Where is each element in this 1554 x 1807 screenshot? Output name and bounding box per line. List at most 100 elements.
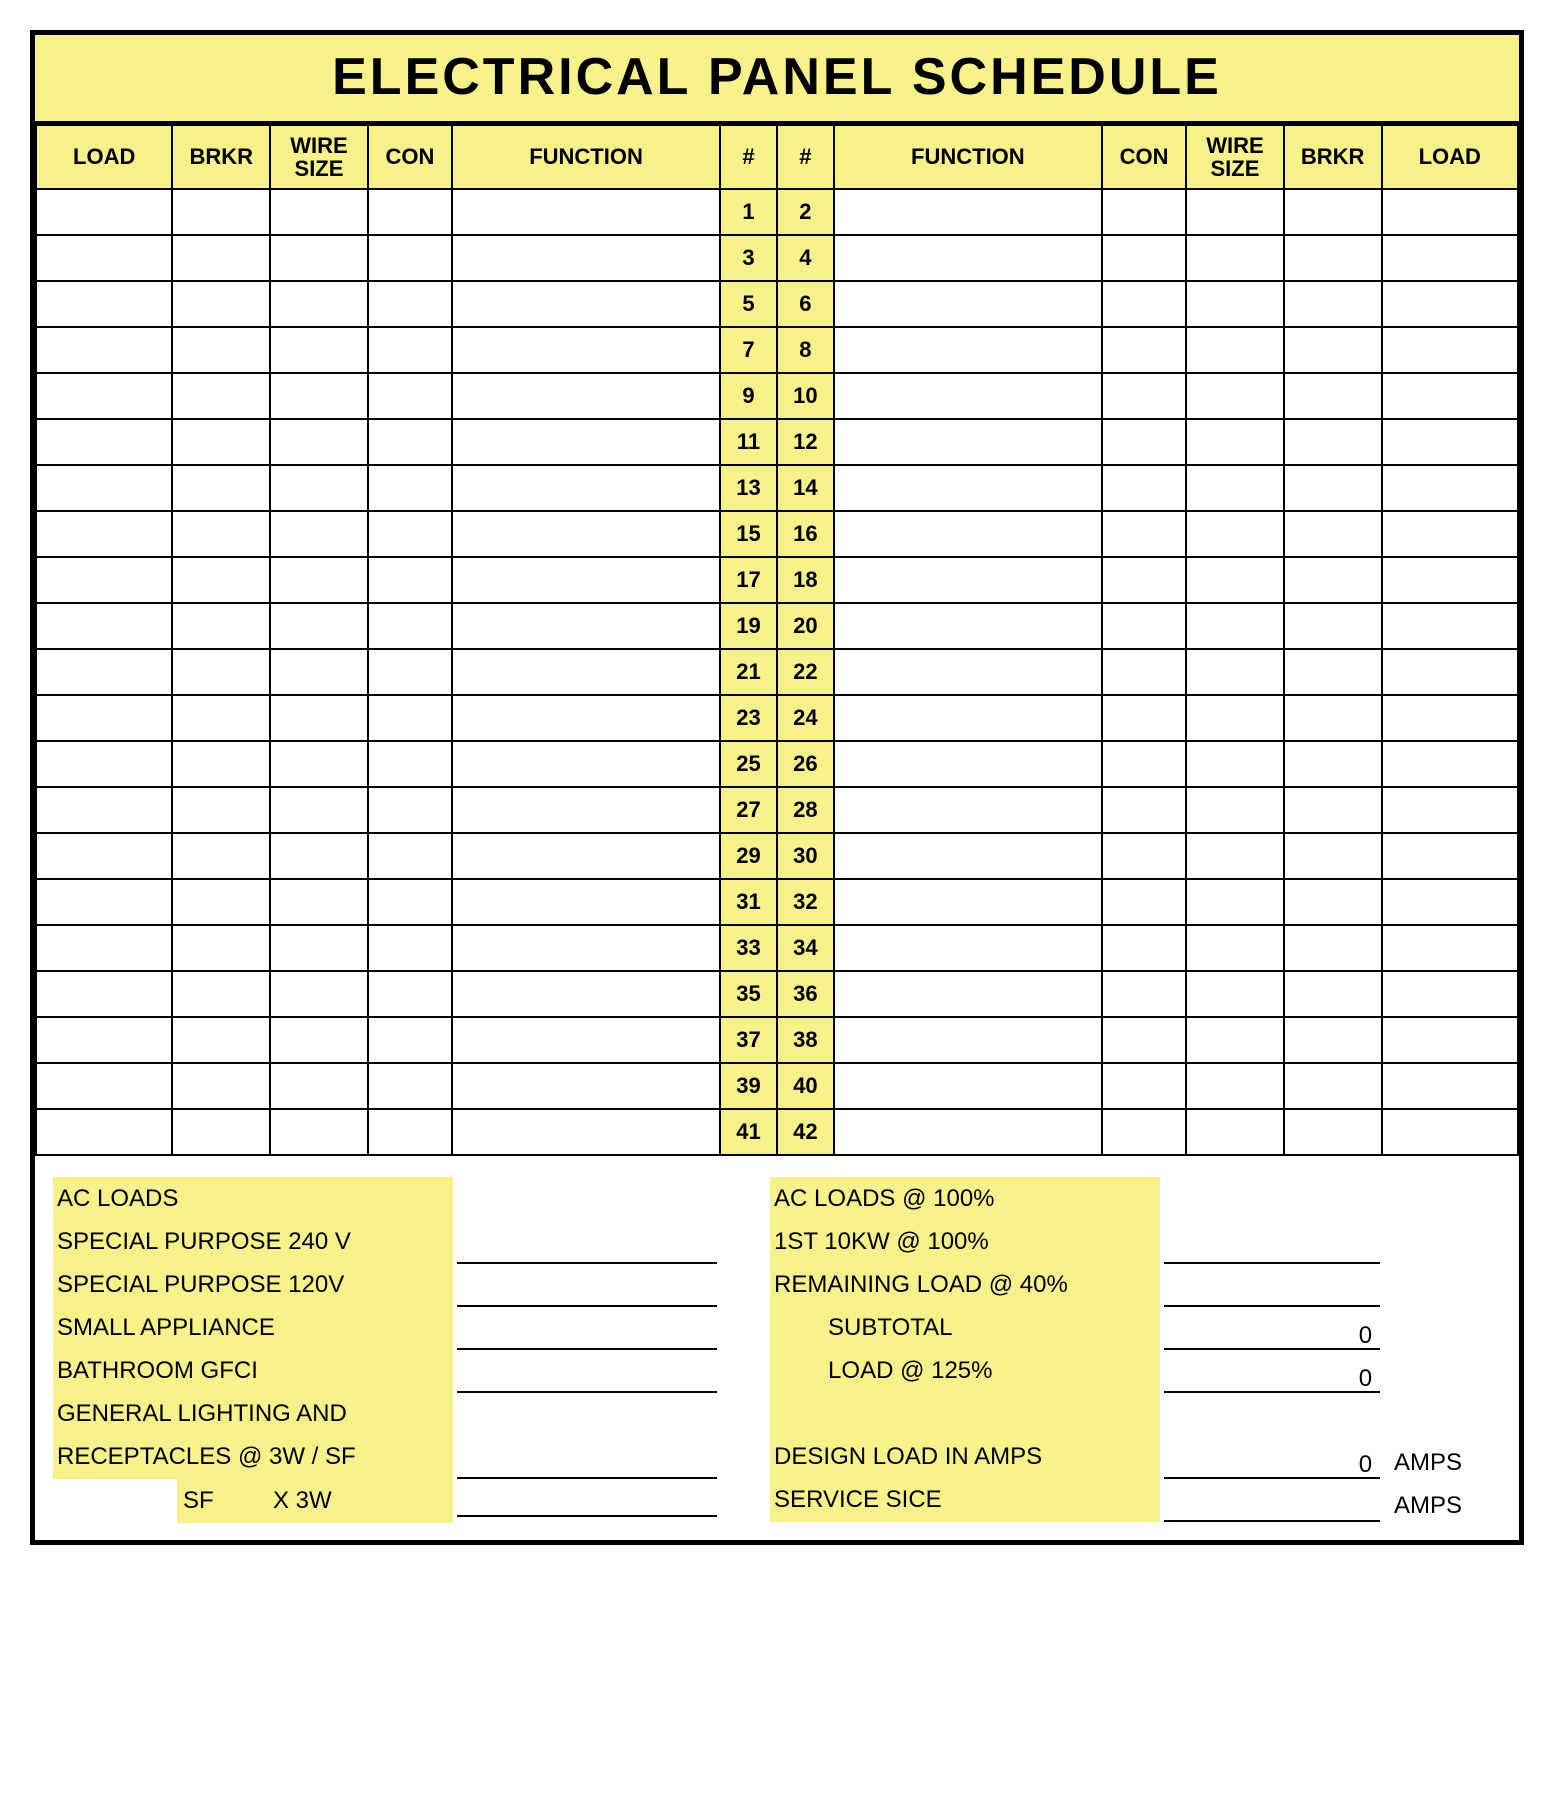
- table-cell[interactable]: [1186, 189, 1284, 235]
- table-cell[interactable]: [1102, 327, 1186, 373]
- table-cell[interactable]: [834, 741, 1102, 787]
- table-cell[interactable]: [452, 603, 720, 649]
- table-cell[interactable]: [270, 511, 368, 557]
- table-cell[interactable]: [452, 833, 720, 879]
- table-cell[interactable]: [172, 1109, 270, 1155]
- table-cell[interactable]: [172, 603, 270, 649]
- table-cell[interactable]: [368, 741, 452, 787]
- table-cell[interactable]: [172, 1063, 270, 1109]
- table-cell[interactable]: [270, 1017, 368, 1063]
- table-cell[interactable]: [368, 649, 452, 695]
- table-cell[interactable]: [368, 695, 452, 741]
- table-cell[interactable]: [36, 971, 172, 1017]
- table-cell[interactable]: [270, 879, 368, 925]
- table-cell[interactable]: [1382, 1109, 1518, 1155]
- table-cell[interactable]: [1284, 419, 1382, 465]
- table-cell[interactable]: [270, 419, 368, 465]
- line-service-size[interactable]: [1164, 1490, 1380, 1522]
- line-first10[interactable]: [1164, 1232, 1380, 1264]
- table-cell[interactable]: [1382, 833, 1518, 879]
- table-cell[interactable]: [1186, 465, 1284, 511]
- table-cell[interactable]: [1102, 741, 1186, 787]
- table-cell[interactable]: [36, 373, 172, 419]
- table-cell[interactable]: [452, 557, 720, 603]
- table-cell[interactable]: [1186, 1109, 1284, 1155]
- table-cell[interactable]: [270, 649, 368, 695]
- table-cell[interactable]: [368, 925, 452, 971]
- table-cell[interactable]: [368, 787, 452, 833]
- table-cell[interactable]: [834, 879, 1102, 925]
- table-cell[interactable]: [36, 557, 172, 603]
- table-cell[interactable]: [36, 235, 172, 281]
- table-cell[interactable]: [270, 695, 368, 741]
- table-cell[interactable]: [1186, 603, 1284, 649]
- table-cell[interactable]: [270, 281, 368, 327]
- table-cell[interactable]: [834, 1063, 1102, 1109]
- table-cell[interactable]: [1102, 695, 1186, 741]
- table-cell[interactable]: [270, 833, 368, 879]
- table-cell[interactable]: [1382, 235, 1518, 281]
- sf-blank[interactable]: [53, 1483, 177, 1519]
- table-cell[interactable]: [1284, 235, 1382, 281]
- table-cell[interactable]: [270, 327, 368, 373]
- table-cell[interactable]: [172, 649, 270, 695]
- table-cell[interactable]: [1284, 557, 1382, 603]
- table-cell[interactable]: [1284, 511, 1382, 557]
- table-cell[interactable]: [1102, 419, 1186, 465]
- table-cell[interactable]: [452, 189, 720, 235]
- table-cell[interactable]: [1382, 879, 1518, 925]
- table-cell[interactable]: [368, 419, 452, 465]
- table-cell[interactable]: [270, 971, 368, 1017]
- table-cell[interactable]: [270, 1109, 368, 1155]
- table-cell[interactable]: [1186, 879, 1284, 925]
- table-cell[interactable]: [1102, 925, 1186, 971]
- table-cell[interactable]: [452, 971, 720, 1017]
- table-cell[interactable]: [1186, 281, 1284, 327]
- table-cell[interactable]: [270, 235, 368, 281]
- table-cell[interactable]: [1186, 557, 1284, 603]
- line-remain40[interactable]: [1164, 1275, 1380, 1307]
- table-cell[interactable]: [1102, 971, 1186, 1017]
- table-cell[interactable]: [36, 1063, 172, 1109]
- table-cell[interactable]: [36, 465, 172, 511]
- table-cell[interactable]: [172, 925, 270, 971]
- table-cell[interactable]: [834, 465, 1102, 511]
- table-cell[interactable]: [36, 1017, 172, 1063]
- table-cell[interactable]: [368, 557, 452, 603]
- line-recept[interactable]: [457, 1447, 717, 1479]
- table-cell[interactable]: [368, 1109, 452, 1155]
- table-cell[interactable]: [1382, 511, 1518, 557]
- table-cell[interactable]: [1102, 787, 1186, 833]
- table-cell[interactable]: [1382, 1017, 1518, 1063]
- table-cell[interactable]: [834, 281, 1102, 327]
- table-cell[interactable]: [1284, 833, 1382, 879]
- table-cell[interactable]: [1186, 833, 1284, 879]
- table-cell[interactable]: [368, 879, 452, 925]
- table-cell[interactable]: [452, 419, 720, 465]
- table-cell[interactable]: [36, 787, 172, 833]
- table-cell[interactable]: [1102, 235, 1186, 281]
- table-cell[interactable]: [1186, 1017, 1284, 1063]
- table-cell[interactable]: [172, 281, 270, 327]
- table-cell[interactable]: [1284, 1063, 1382, 1109]
- table-cell[interactable]: [1186, 419, 1284, 465]
- table-cell[interactable]: [1284, 879, 1382, 925]
- table-cell[interactable]: [1186, 695, 1284, 741]
- table-cell[interactable]: [1102, 465, 1186, 511]
- table-cell[interactable]: [1186, 327, 1284, 373]
- table-cell[interactable]: [368, 281, 452, 327]
- table-cell[interactable]: [1102, 189, 1186, 235]
- table-cell[interactable]: [452, 649, 720, 695]
- table-cell[interactable]: [1382, 649, 1518, 695]
- table-cell[interactable]: [452, 281, 720, 327]
- table-cell[interactable]: [36, 649, 172, 695]
- table-cell[interactable]: [172, 787, 270, 833]
- table-cell[interactable]: [368, 235, 452, 281]
- table-cell[interactable]: [452, 373, 720, 419]
- table-cell[interactable]: [1284, 695, 1382, 741]
- table-cell[interactable]: [1382, 373, 1518, 419]
- table-cell[interactable]: [368, 833, 452, 879]
- table-cell[interactable]: [172, 741, 270, 787]
- table-cell[interactable]: [172, 189, 270, 235]
- table-cell[interactable]: [1186, 741, 1284, 787]
